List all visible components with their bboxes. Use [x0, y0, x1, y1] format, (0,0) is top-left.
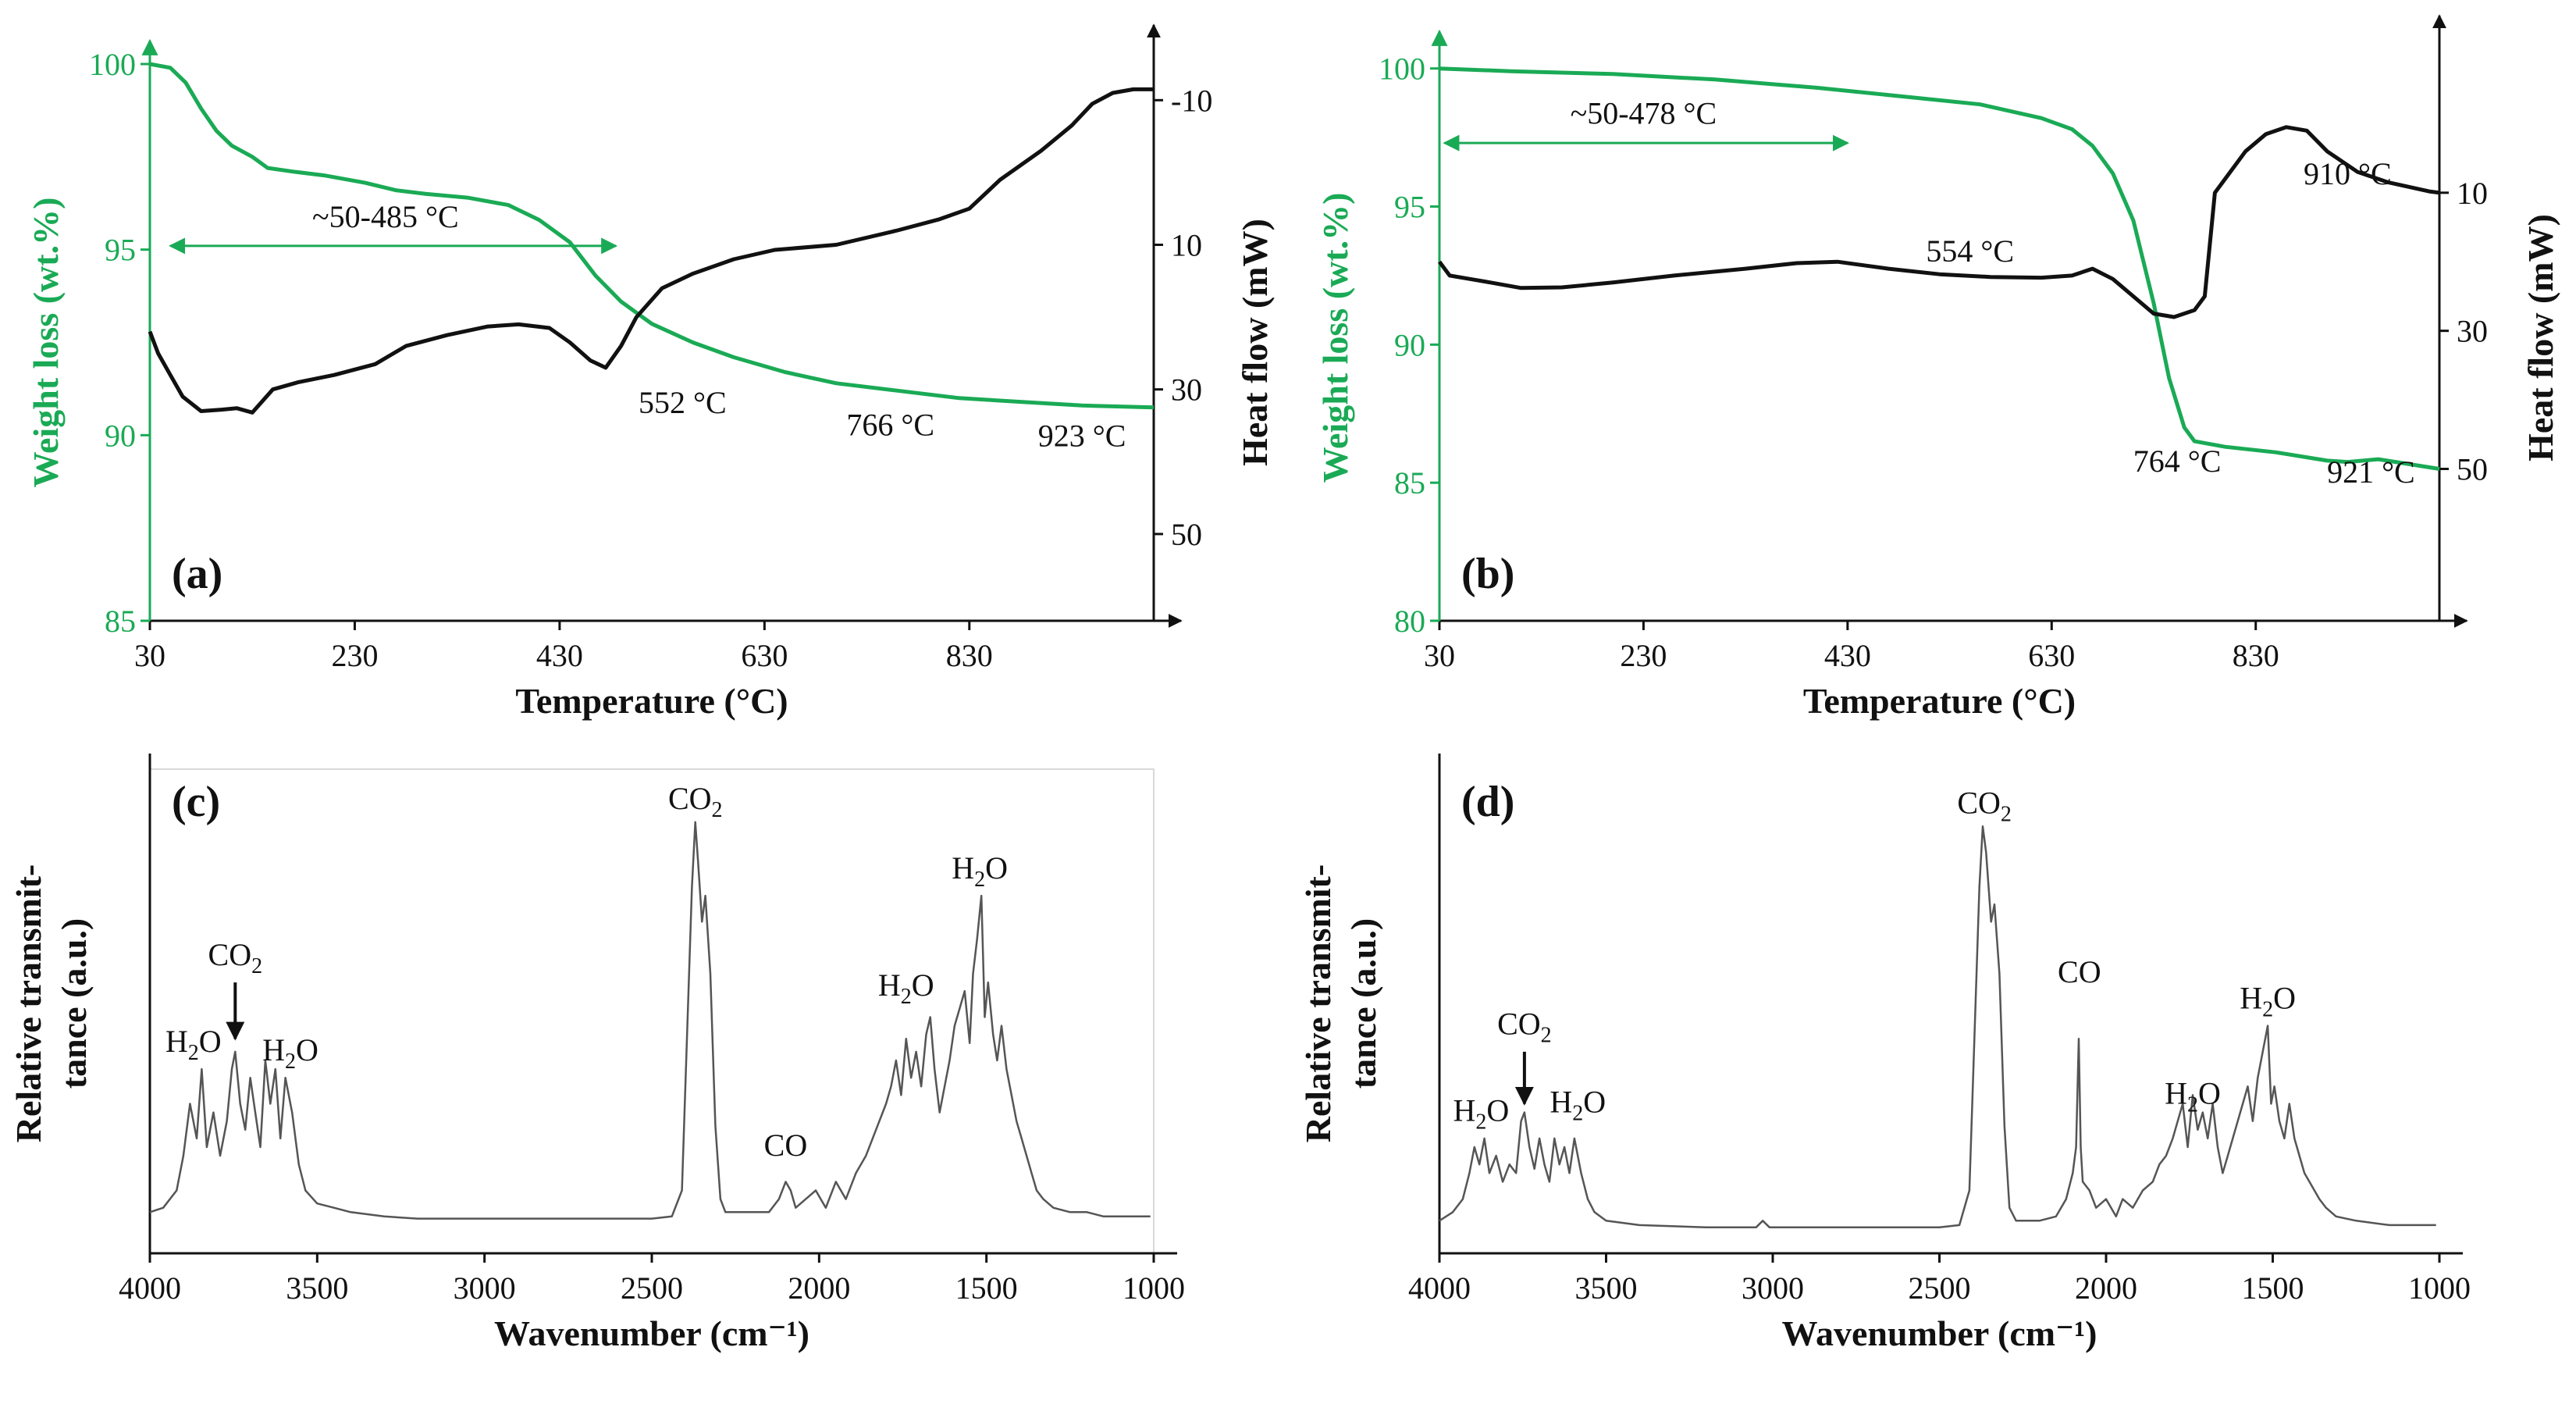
panel-label: (a): [172, 550, 222, 598]
chart-panel-b: 30 230 430 630 830 Temperature (°C) 80 85 90 95 10…: [1315, 14, 2560, 721]
band-annotation: CO: [764, 1128, 808, 1163]
y-left-tick-label: 90: [105, 418, 136, 453]
y-right-title: Heat flow (mW): [1235, 219, 1275, 466]
peak-annotation: 921 °C: [2327, 454, 2415, 490]
y-left-title: Weight loss (wt.%): [26, 198, 66, 488]
y-axis-title-line2: tance (a.u.): [1343, 918, 1383, 1089]
band-annotation: CO: [2058, 954, 2101, 989]
y-axis-title-line1: Relative transmit-: [1298, 864, 1338, 1142]
band-annotation: H2O: [2165, 1076, 2221, 1117]
chart-panel-d: 4000 3500 3000 2500 2000 1500 1000 Wavenumber (…: [1298, 754, 2471, 1353]
band-annotation: H2O: [165, 1024, 222, 1065]
x-tick-label: 30: [134, 638, 165, 673]
x-tick-label: 830: [2233, 638, 2279, 673]
band-annotation: CO2: [668, 781, 723, 822]
x-tick-label: 4000: [1408, 1270, 1471, 1306]
band-annotation: H2O: [262, 1032, 318, 1074]
y-right-tick-label: 50: [2457, 451, 2488, 486]
y-left-tick-label: 85: [1394, 465, 1425, 501]
x-tick-label: 2000: [2075, 1270, 2137, 1306]
y-right-tick-label: 50: [1171, 517, 1202, 552]
x-tick-label: 2000: [788, 1270, 850, 1306]
y-left-tick-label: 80: [1394, 604, 1425, 639]
band-annotation: H2O: [1550, 1085, 1606, 1126]
y-axis-title-line1: Relative transmit-: [9, 864, 48, 1142]
x-axis-title: Temperature (°C): [515, 681, 788, 721]
band-annotation: H2O: [1453, 1093, 1509, 1135]
band-annotation: CO2: [1957, 786, 2012, 827]
panel-label: (c): [172, 778, 220, 826]
x-tick-label: 3500: [1575, 1270, 1638, 1306]
x-tick-label: 230: [1620, 638, 1667, 673]
heat-flow-line: [1437, 125, 2440, 319]
band-annotation: CO2: [208, 937, 263, 978]
x-tick-label: 630: [741, 638, 788, 673]
ftir-spectrum-line: [149, 821, 1151, 1220]
peak-annotation: 554 °C: [1926, 233, 2014, 269]
y-left-tick-label: 100: [1379, 52, 1425, 87]
peak-annotation: ~50-478 °C: [1571, 95, 1717, 130]
panel-label: (d): [1461, 778, 1514, 826]
y-right-tick-label: 30: [1171, 372, 1202, 408]
x-tick-label: 2500: [621, 1270, 683, 1306]
x-tick-label: 430: [1824, 638, 1871, 673]
peak-annotation: 764 °C: [2133, 444, 2222, 479]
x-tick-label: 1000: [2408, 1270, 2471, 1306]
band-annotation: H2O: [2240, 980, 2296, 1021]
band-annotation: H2O: [952, 850, 1008, 892]
x-tick-label: 3000: [454, 1270, 516, 1306]
y-left-tick-label: 90: [1394, 327, 1425, 362]
plot-frame: [149, 768, 1155, 1254]
x-tick-label: 430: [536, 638, 583, 673]
x-tick-label: 630: [2028, 638, 2075, 673]
x-tick-label: 3500: [286, 1270, 348, 1306]
x-tick-label: 2500: [1909, 1270, 1971, 1306]
x-tick-label: 3000: [1742, 1270, 1804, 1306]
y-right-tick-label: 10: [2457, 176, 2488, 211]
heat-flow-line: [148, 87, 1154, 415]
y-left-title: Weight loss (wt.%): [1315, 193, 1355, 483]
peak-annotation: 766 °C: [846, 407, 934, 442]
y-axis-title-line2: tance (a.u.): [54, 918, 94, 1089]
x-axis-title: Wavenumber (cm⁻¹): [494, 1313, 809, 1353]
x-tick-label: 1500: [2242, 1270, 2304, 1306]
x-tick-label: 1000: [1123, 1270, 1185, 1306]
y-left-tick-label: 95: [105, 233, 136, 268]
band-annotation: CO2: [1497, 1007, 1552, 1048]
chart-panel-a: 30 230 430 630 830 Temperature (°C) 85 90 95 100 W…: [26, 23, 1275, 721]
peak-annotation: 552 °C: [639, 385, 727, 420]
x-axis-title: Temperature (°C): [1803, 681, 2076, 721]
x-axis-title: Wavenumber (cm⁻¹): [1782, 1313, 2097, 1353]
y-right-title: Heat flow (mW): [2521, 214, 2560, 461]
y-right-tick-label: 10: [1171, 227, 1202, 262]
chart-panel-c: 4000 3500 3000 2500 2000 1500 1000 Wavenumber (…: [9, 754, 1185, 1353]
y-left-tick-label: 100: [89, 47, 136, 82]
y-right-tick-label: -10: [1171, 83, 1212, 118]
weight-loss-line: [1439, 66, 2440, 471]
x-tick-label: 30: [1424, 638, 1455, 673]
weight-loss-line: [149, 62, 1155, 410]
peak-annotation: 923 °C: [1038, 419, 1126, 454]
peak-annotation: ~50-485 °C: [312, 199, 459, 234]
peak-annotation: 910 °C: [2304, 156, 2392, 191]
panel-label: (b): [1461, 550, 1514, 598]
x-tick-label: 4000: [119, 1270, 181, 1306]
y-left-tick-label: 95: [1394, 190, 1425, 225]
x-tick-label: 830: [946, 638, 993, 673]
band-annotation: H2O: [878, 967, 934, 1009]
x-tick-label: 1500: [955, 1270, 1018, 1306]
ftir-spectrum-line: [1439, 825, 2436, 1228]
y-right-tick-label: 30: [2457, 314, 2488, 349]
y-left-tick-label: 85: [105, 604, 136, 639]
x-tick-label: 230: [331, 638, 378, 673]
